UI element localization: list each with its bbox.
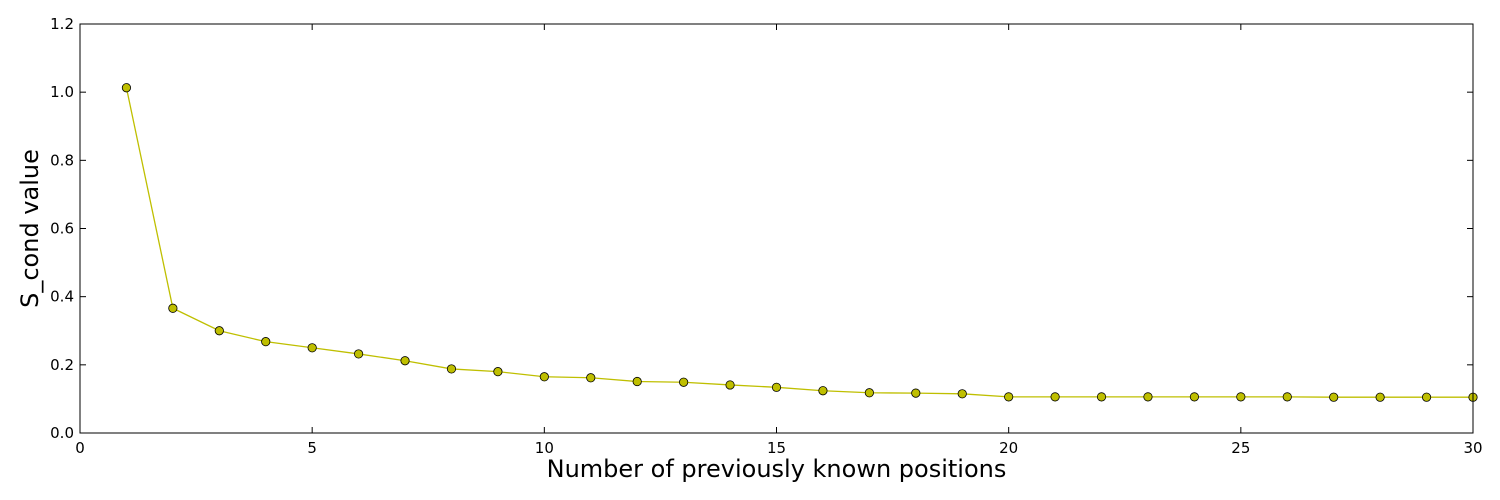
y-tick-label: 0.6	[50, 220, 74, 238]
x-tick-label: 30	[1463, 439, 1482, 457]
y-tick-label: 1.0	[50, 83, 74, 101]
y-tick-label: 0.8	[50, 151, 74, 169]
data-point	[864, 388, 874, 398]
plot-frame	[79, 23, 1474, 434]
y-tick-label: 0.4	[50, 288, 74, 306]
data-point	[353, 349, 364, 359]
data-point	[214, 326, 224, 336]
data-point	[539, 372, 549, 382]
data-point	[446, 364, 457, 374]
data-point	[1143, 392, 1153, 402]
data-point	[1282, 392, 1292, 402]
x-tick-label: 15	[767, 439, 786, 457]
data-point	[1189, 392, 1200, 402]
x-tick-label: 10	[535, 439, 554, 457]
y-tick-label: 0.2	[50, 356, 74, 374]
data-point	[725, 380, 735, 390]
data-point	[493, 367, 503, 377]
data-point	[632, 376, 642, 387]
data-point	[1375, 392, 1385, 402]
data-point	[679, 377, 689, 387]
y-axis-ticks: 0.0 0.2 0.4 0.6 0.8 1.0 1.2	[50, 15, 1473, 442]
data-point	[586, 373, 596, 383]
data-point	[168, 303, 178, 313]
y-tick-label: 0.0	[50, 424, 74, 442]
x-axis-label: Number of previously known positions	[547, 455, 1007, 483]
data-point	[261, 337, 271, 347]
data-point	[307, 343, 317, 353]
data-point	[1421, 392, 1432, 402]
data-point	[121, 83, 132, 93]
series-s-cond	[121, 83, 1478, 402]
x-tick-label: 20	[999, 439, 1018, 457]
y-tick-label: 1.2	[50, 15, 74, 33]
series-line	[125, 87, 1473, 398]
data-point	[1050, 392, 1060, 402]
x-tick-label: 25	[1231, 439, 1250, 457]
data-point	[1329, 392, 1339, 402]
x-tick-label: 5	[307, 439, 317, 457]
data-point	[1096, 392, 1107, 402]
y-axis-label: S_cond value	[16, 149, 44, 308]
x-tick-label: 0	[75, 439, 85, 457]
data-point	[1236, 392, 1246, 402]
data-point	[957, 389, 967, 399]
x-axis-ticks: 0 5 10 15 20 25 30	[75, 24, 1483, 457]
data-point	[818, 386, 828, 396]
data-point	[400, 356, 410, 366]
data-point	[911, 388, 921, 398]
data-point	[1004, 392, 1014, 402]
data-point	[771, 382, 782, 392]
